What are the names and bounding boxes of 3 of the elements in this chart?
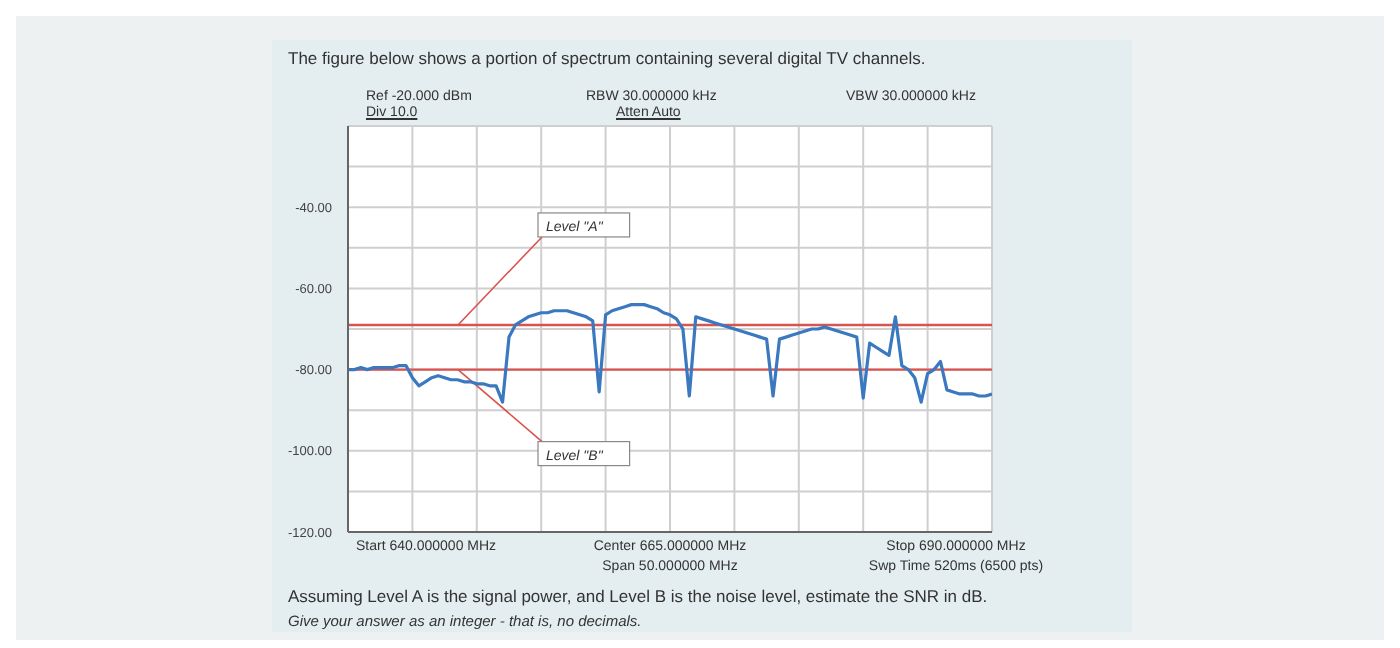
chart-title: The figure below shows a portion of spectrum containing several digital TV channels.: [288, 48, 926, 68]
text: Assuming Level A is the signal power, and Level B is the noise level, estimate the SNR in dB.: [288, 586, 988, 606]
line-series: [348, 303, 992, 404]
